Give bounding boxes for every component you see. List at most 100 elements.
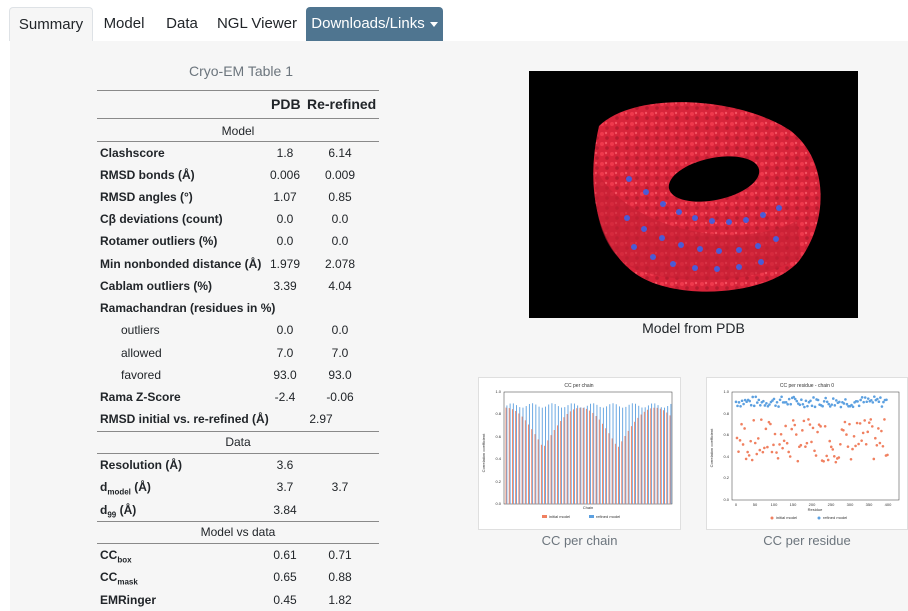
row-label: Ramachandran (residues in %) — [100, 301, 276, 315]
value-rerefined: 0.009 — [324, 168, 356, 182]
legend-initial: initial model — [776, 515, 797, 520]
point-refined — [804, 399, 808, 403]
point-initial — [735, 436, 739, 440]
row-label: Clashscore — [100, 146, 165, 160]
svg-text:0.0: 0.0 — [723, 497, 729, 502]
point-refined — [862, 400, 865, 404]
point-refined — [828, 405, 832, 408]
point-initial — [845, 433, 848, 436]
point-initial — [880, 429, 883, 433]
value-pdb: 1.979 — [269, 257, 301, 271]
cc-per-residue-plot[interactable]: CC per residue - chain 0 Correlation coe… — [706, 377, 908, 530]
svg-text:50: 50 — [753, 502, 758, 507]
point-refined — [876, 397, 879, 401]
point-refined — [850, 403, 853, 407]
value-rerefined: 4.04 — [328, 279, 352, 293]
value-pdb: 0.006 — [269, 168, 301, 182]
tab-bar: Summary Model Data NGL Viewer Downloads/… — [0, 0, 908, 41]
point-refined — [743, 398, 747, 402]
point-refined — [757, 398, 761, 402]
point-refined — [810, 404, 814, 408]
legend-refined: refined model — [823, 515, 847, 520]
point-initial — [843, 420, 847, 424]
point-refined — [759, 403, 762, 407]
plot-title: CC per residue - chain 0 — [780, 383, 834, 389]
point-initial — [749, 439, 752, 443]
cc-per-chain-caption: CC per chain — [541, 533, 618, 548]
point-refined — [784, 400, 788, 404]
value-pdb: 0.61 — [273, 548, 297, 562]
row-label: Cβ deviations (count) — [100, 212, 223, 226]
legend-swatch-initial — [542, 515, 547, 518]
point-refined — [833, 404, 837, 407]
value-rerefined: 0.0 — [331, 323, 349, 337]
value-rerefined: 1.82 — [328, 593, 352, 607]
point-initial — [775, 451, 778, 454]
value-rerefined: 3.7 — [331, 480, 349, 494]
point-refined — [780, 395, 783, 399]
svg-text:150: 150 — [790, 502, 797, 507]
plot-frame — [731, 391, 900, 501]
value-rerefined: 0.85 — [328, 190, 352, 204]
point-refined — [859, 398, 862, 402]
value-pdb: 7.0 — [276, 346, 294, 360]
value-pdb: 0.0 — [276, 323, 294, 337]
point-initial — [851, 447, 854, 451]
row-label: EMRinger — [100, 593, 157, 607]
tab-summary[interactable]: Summary — [9, 7, 93, 41]
point-refined — [880, 405, 884, 408]
point-refined — [801, 402, 805, 406]
point-refined — [778, 398, 782, 402]
value-rerefined: 0.0 — [331, 212, 349, 226]
point-initial — [870, 425, 874, 428]
point-refined — [813, 405, 817, 409]
row-resolution: Resolution (Å) 3.6 — [97, 454, 379, 476]
value-rerefined: 0.88 — [328, 570, 352, 584]
row-label: CCmask — [100, 570, 138, 586]
point-initial — [819, 425, 822, 428]
point-initial — [776, 457, 780, 460]
section-rule — [97, 543, 379, 544]
tab-downloads-label: Downloads/Links — [311, 15, 425, 32]
row-rama-z-score: Rama Z-Score -2.4 -0.06 — [97, 386, 379, 408]
caret-down-icon — [429, 21, 438, 27]
svg-text:0.8: 0.8 — [495, 411, 501, 416]
row-cablam-outliers: Cablam outliers (%) 3.39 4.04 — [97, 275, 379, 297]
value-rerefined: 0.71 — [328, 548, 352, 562]
point-initial — [744, 457, 748, 461]
point-initial — [874, 436, 877, 440]
tab-downloads-links[interactable]: Downloads/Links — [306, 7, 443, 41]
point-refined — [812, 396, 815, 399]
point-refined — [742, 402, 745, 406]
point-initial — [854, 444, 857, 448]
model-image-caption: Model from PDB — [642, 320, 745, 336]
point-initial — [837, 456, 841, 459]
cc-per-chain-plot[interactable]: CC per chain Correlation coefficient 0.0… — [478, 377, 681, 530]
point-refined — [885, 398, 888, 402]
point-initial — [866, 430, 870, 434]
tab-model[interactable]: Model — [103, 15, 145, 32]
tab-data[interactable]: Data — [166, 15, 198, 32]
point-initial — [770, 450, 774, 454]
point-refined — [736, 404, 739, 408]
molecule-render — [593, 102, 821, 292]
point-initial — [801, 429, 804, 432]
point-initial — [746, 450, 749, 454]
point-refined — [806, 404, 809, 408]
tab-ngl-viewer[interactable]: NGL Viewer — [216, 15, 298, 32]
point-initial — [872, 457, 876, 461]
svg-text:250: 250 — [828, 502, 835, 507]
row-label: Cablam outliers (%) — [100, 279, 213, 293]
value-pdb: 3.6 — [276, 458, 294, 472]
point-initial — [881, 444, 885, 448]
model-image[interactable] — [529, 71, 858, 318]
value-pdb: -2.4 — [274, 390, 296, 404]
point-refined — [825, 400, 829, 404]
point-initial — [793, 423, 797, 427]
row-label: Min nonbonded distance (Å) — [100, 257, 262, 271]
point-refined — [751, 395, 755, 399]
point-refined — [800, 398, 803, 402]
point-refined — [851, 405, 855, 409]
point-initial — [864, 442, 868, 446]
point-initial — [740, 422, 743, 426]
